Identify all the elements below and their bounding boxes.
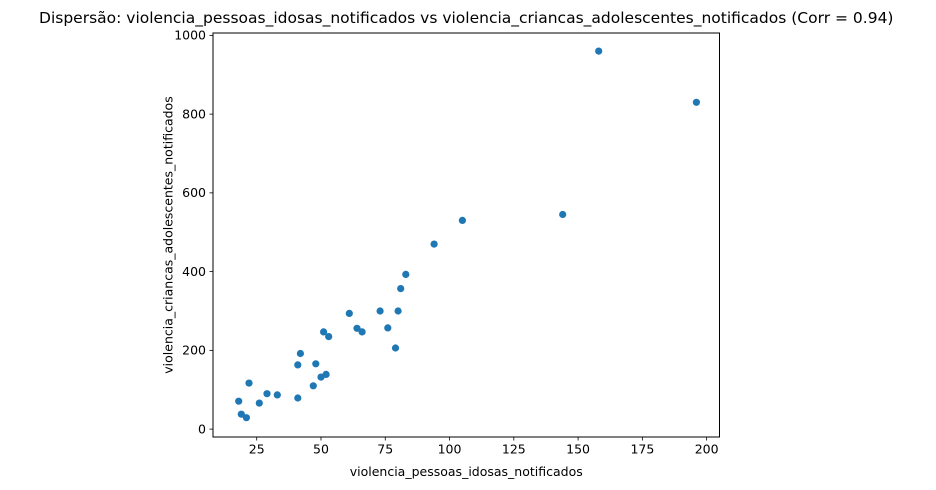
y-tick-label: 1000 — [174, 28, 206, 43]
y-tick-label: 200 — [182, 343, 206, 358]
y-axis-ticks: 0 200 400 600 800 1000 — [174, 28, 213, 436]
data-point — [312, 360, 320, 368]
data-point — [394, 307, 402, 315]
data-point — [353, 324, 361, 332]
data-point — [384, 324, 392, 332]
data-point — [322, 370, 330, 378]
data-point — [559, 210, 567, 219]
chart-title: Dispersão: violencia_pessoas_idosas_noti… — [39, 9, 893, 28]
data-point — [242, 414, 250, 422]
data-point — [255, 399, 263, 407]
x-tick-label: 100 — [438, 442, 462, 457]
y-tick-label: 400 — [182, 264, 206, 279]
data-point — [458, 216, 466, 224]
x-tick-label: 125 — [502, 442, 526, 457]
data-point — [595, 47, 603, 55]
data-point — [430, 240, 438, 248]
data-point — [345, 309, 353, 317]
data-points — [235, 47, 701, 422]
y-tick-label: 600 — [182, 185, 206, 200]
data-point — [692, 98, 701, 106]
x-axis-label: violencia_pessoas_idosas_notificados — [350, 464, 583, 479]
plot-border — [212, 32, 720, 438]
data-point — [245, 379, 253, 387]
data-point — [376, 307, 384, 315]
data-point — [263, 390, 271, 398]
data-point — [397, 285, 405, 293]
x-tick-label: 200 — [695, 442, 719, 457]
x-tick-label: 25 — [249, 442, 265, 457]
plot-spine — [212, 32, 720, 438]
data-point — [402, 270, 410, 278]
x-tick-label: 50 — [313, 442, 329, 457]
x-tick-label: 75 — [377, 442, 393, 457]
x-axis-ticks: 25 50 75 100 125 150 175 200 — [249, 437, 719, 457]
data-point — [294, 361, 302, 369]
data-point — [235, 397, 243, 405]
data-point — [237, 410, 245, 418]
data-point — [273, 391, 281, 399]
data-point — [391, 344, 400, 352]
y-tick-label: 0 — [198, 421, 206, 436]
data-point — [358, 328, 366, 336]
data-point — [296, 349, 304, 358]
data-point — [320, 328, 328, 336]
data-point — [325, 333, 333, 341]
y-tick-label: 800 — [182, 106, 206, 121]
x-tick-label: 150 — [566, 442, 590, 457]
x-tick-label: 175 — [630, 442, 654, 457]
y-axis-label: violencia_criancas_adolescentes_notifica… — [161, 96, 176, 373]
data-point — [309, 382, 317, 390]
data-point — [294, 394, 302, 402]
